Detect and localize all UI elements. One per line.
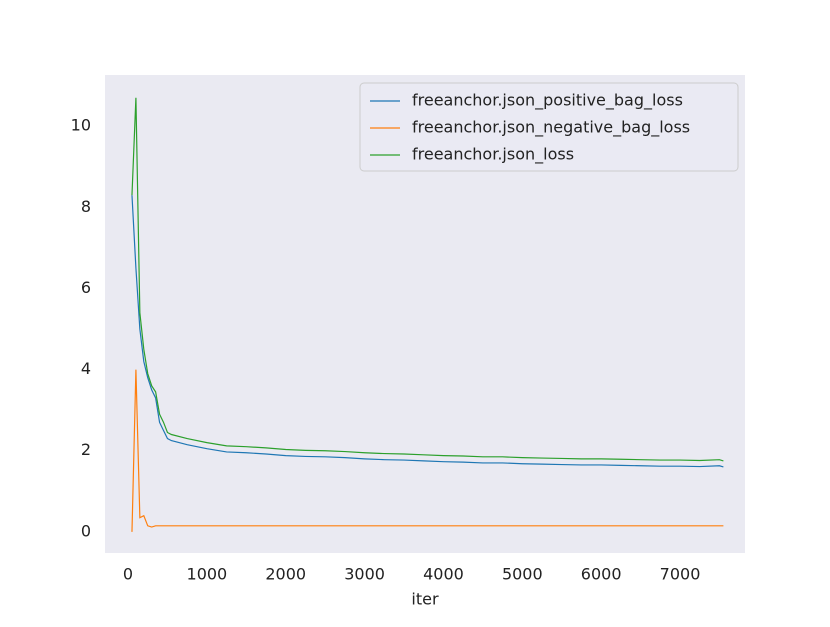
y-tick-label: 10	[71, 116, 91, 135]
y-tick-label: 2	[81, 440, 91, 459]
x-tick-label: 0	[123, 565, 133, 584]
series-line	[131, 369, 724, 532]
x-tick-label: 2000	[265, 565, 306, 584]
series-line	[131, 97, 724, 462]
y-tick-label: 8	[81, 197, 91, 216]
x-axis-label: iter	[411, 590, 439, 609]
legend-label: freeanchor.json_loss	[412, 145, 574, 165]
y-tick-label: 0	[81, 521, 91, 540]
x-tick-label: 5000	[502, 565, 543, 584]
series-line	[131, 195, 724, 468]
legend-box	[359, 82, 739, 172]
x-tick-label: 1000	[187, 565, 228, 584]
x-tick-label: 6000	[581, 565, 622, 584]
y-tick-label: 4	[81, 359, 91, 378]
x-tick-label: 3000	[344, 565, 385, 584]
legend-label: freeanchor.json_positive_bag_loss	[412, 91, 683, 111]
x-tick-label: 4000	[423, 565, 464, 584]
legend-label: freeanchor.json_negative_bag_loss	[412, 118, 690, 138]
y-tick-label: 6	[81, 278, 91, 297]
x-tick-label: 7000	[660, 565, 701, 584]
